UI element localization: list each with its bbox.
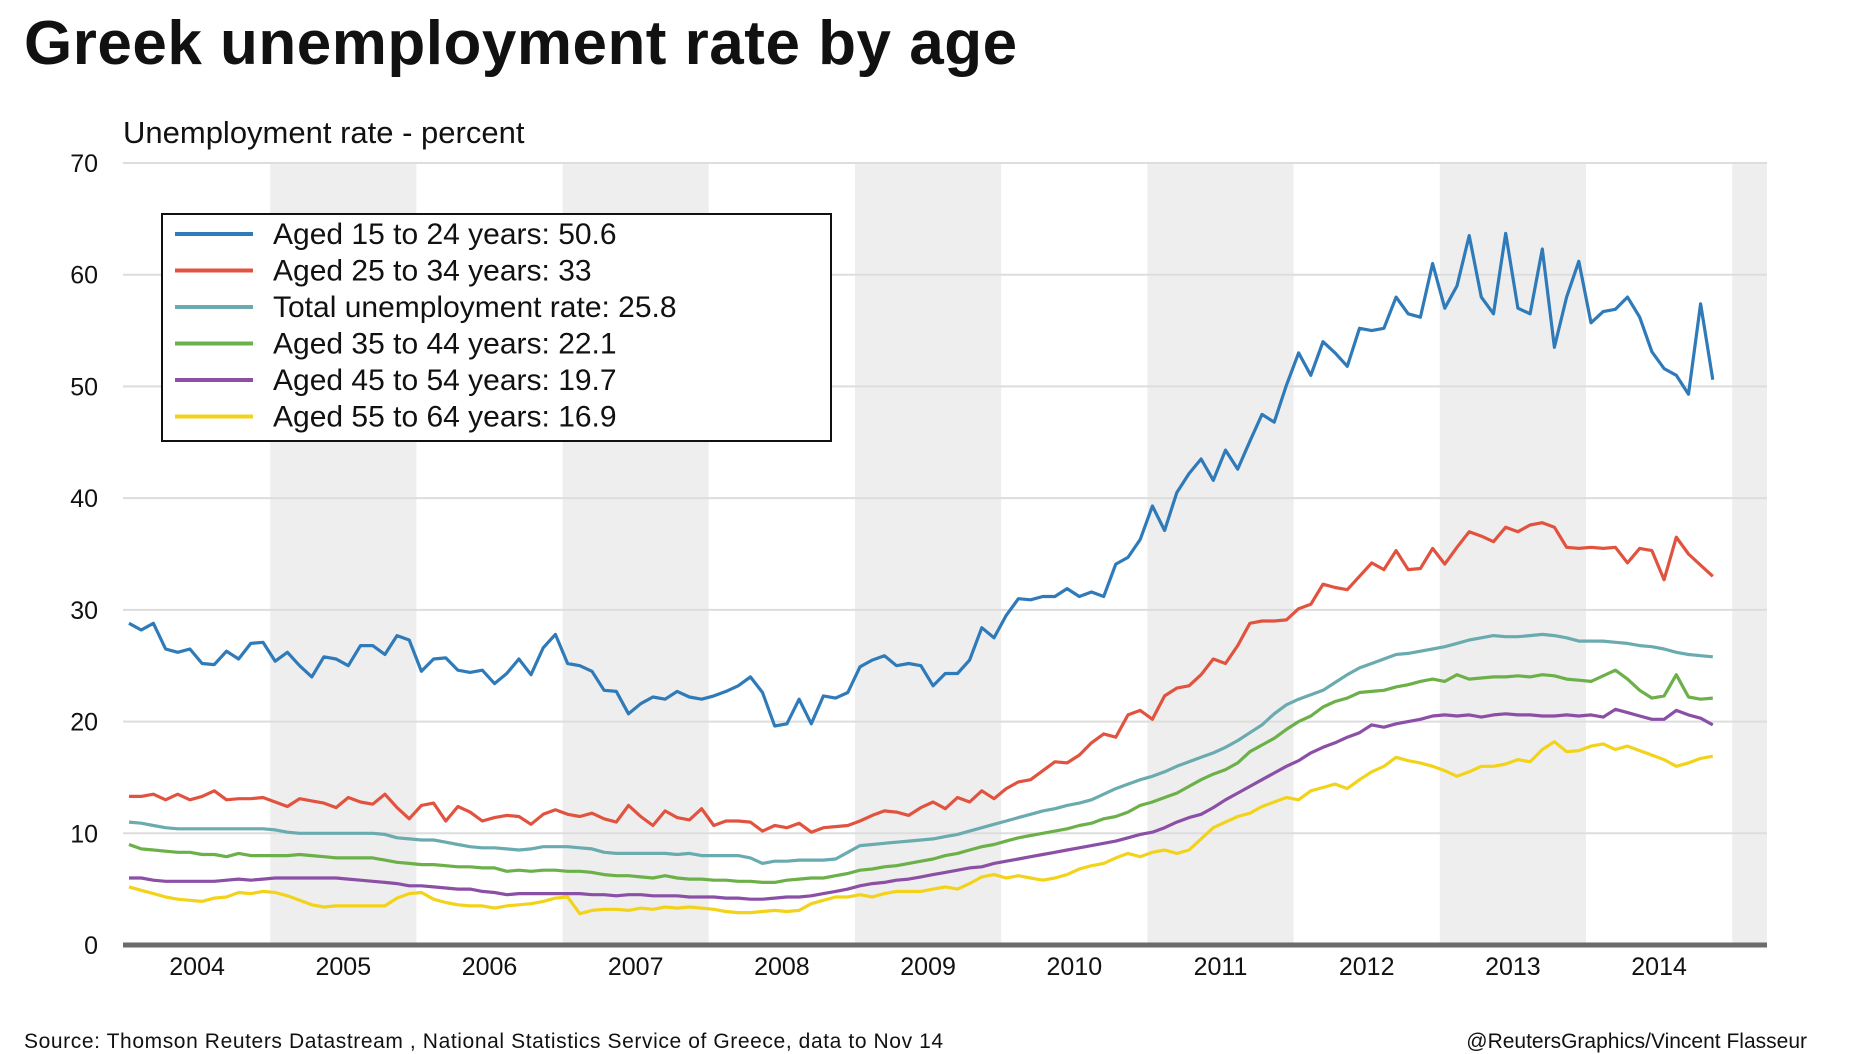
legend-label: Aged 35 to 44 years: 22.1: [273, 328, 617, 361]
x-tick-label: 2012: [1339, 953, 1395, 981]
series-line: [128, 668, 1713, 884]
year-band: [855, 163, 1002, 945]
y-axis-label: Unemployment rate - percent: [123, 115, 525, 150]
year-band: [1147, 163, 1294, 945]
series-line: [128, 740, 1714, 916]
x-tick-label: 2010: [1046, 953, 1102, 981]
x-tick-label: 2004: [169, 953, 225, 981]
x-tick-label: 2007: [608, 953, 664, 981]
legend-label: Aged 45 to 54 years: 19.7: [273, 364, 617, 397]
y-tick-label: 40: [70, 485, 98, 513]
y-tick-label: 70: [70, 150, 98, 178]
chart-title: Greek unemployment rate by age: [24, 9, 1018, 78]
gridlines: [123, 162, 1767, 835]
legend-label: Aged 55 to 64 years: 16.9: [273, 401, 617, 434]
legend-label: Aged 15 to 24 years: 50.6: [273, 218, 617, 251]
y-tick-label: 0: [84, 932, 98, 960]
x-axis-ticks: 2004 2005 2006 2007 2008 2009 2010 2011 2012 2013…: [169, 953, 1687, 981]
series-line: [129, 521, 1714, 834]
x-tick-label: 2009: [900, 953, 956, 981]
legend: Aged 15 to 24 years: 50.6 Aged 25 to 34 y…: [161, 213, 832, 442]
x-tick-label: 2008: [754, 953, 810, 981]
legend-label: Aged 25 to 34 years: 33: [273, 255, 592, 288]
y-tick-label: 30: [70, 597, 98, 625]
y-tick-label: 60: [70, 262, 98, 290]
x-tick-label: 2006: [462, 953, 518, 981]
legend-box: [161, 213, 832, 442]
x-tick-label: 2013: [1485, 953, 1541, 981]
y-tick-label: 10: [70, 820, 98, 848]
legend-label: Total unemployment rate: 25.8: [273, 291, 677, 324]
series-lines: [128, 231, 1715, 916]
x-tick-label: 2005: [315, 953, 371, 981]
year-band: [1439, 163, 1586, 945]
series-line: [129, 707, 1714, 901]
y-tick-label: 50: [70, 373, 98, 401]
y-tick-label: 20: [70, 709, 98, 737]
x-tick-label: 2011: [1194, 953, 1248, 981]
series-line: [128, 632, 1713, 865]
credit-note: @ReutersGraphics/Vincent Flasseur: [1466, 1030, 1807, 1053]
series-line: [128, 231, 1715, 728]
y-axis-ticks: 0 10 20 30 40 50 60 70: [70, 150, 98, 960]
source-note: Source: Thomson Reuters Datastream , Nat…: [24, 1030, 944, 1053]
x-tick-label: 2014: [1631, 953, 1687, 981]
year-band: [1732, 163, 1767, 945]
